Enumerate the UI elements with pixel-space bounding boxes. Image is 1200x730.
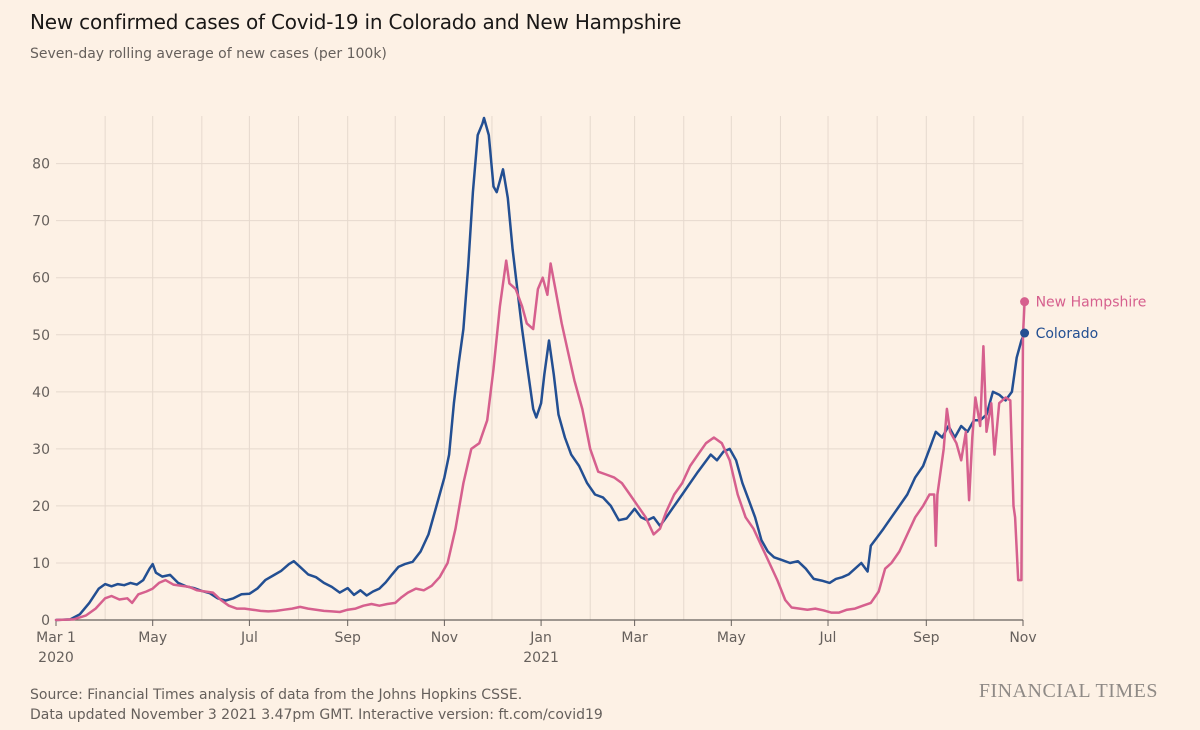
x-tick-label: Jan (529, 630, 552, 646)
new-hampshire-line (54, 259, 1026, 622)
x-tick-year-label: 2020 (38, 650, 74, 666)
y-tick-label: 60 (32, 271, 50, 287)
source-note: Source: Financial Times analysis of data… (30, 685, 603, 725)
new-hampshire-end-marker (1020, 297, 1030, 307)
y-tick-label: 70 (32, 214, 50, 230)
x-tick-label: Jul (819, 630, 837, 646)
new-hampshire-label: New Hampshire (1036, 295, 1147, 311)
x-tick-label: May (717, 630, 746, 646)
ft-logo: FINANCIAL TIMES (978, 680, 1158, 702)
vertical-gridlines (104, 116, 1024, 620)
x-tick-label: Sep (334, 630, 361, 646)
y-tick-label: 30 (32, 442, 50, 458)
y-tick-label: 20 (32, 499, 50, 515)
colorado-end-marker (1020, 328, 1030, 338)
y-tick-label: 40 (32, 385, 50, 401)
source-line-2: Data updated November 3 2021 3.47pm GMT.… (30, 707, 603, 723)
y-axis-tick-labels: 0 10 20 30 40 50 60 70 80 (32, 157, 50, 629)
series-lines (54, 116, 1026, 622)
line-chart: 0 10 20 30 40 50 60 70 80 Mar 1 2020 May Jul Sep Nov J… (32, 116, 1146, 666)
x-tick-year-label: 2021 (523, 650, 559, 666)
x-tick-label: Jul (240, 630, 258, 646)
x-tick-label: Nov (431, 630, 458, 646)
x-tick-label: Nov (1009, 630, 1036, 646)
x-tick-label: Mar (621, 630, 648, 646)
colorado-label: Colorado (1036, 326, 1099, 342)
colorado-line (54, 116, 1026, 622)
x-tick-label: Mar 1 (36, 630, 76, 646)
source-line-1: Source: Financial Times analysis of data… (30, 687, 523, 703)
chart-title: New confirmed cases of Covid-19 in Color… (30, 10, 682, 34)
chart-subtitle: Seven-day rolling average of new cases (… (30, 46, 387, 62)
x-axis-tick-labels: Mar 1 2020 May Jul Sep Nov Jan 2021 Mar May Jul Sep… (36, 620, 1037, 666)
y-tick-label: 50 (32, 328, 50, 344)
y-tick-label: 0 (41, 613, 50, 629)
x-tick-label: Sep (913, 630, 940, 646)
x-tick-label: May (138, 630, 167, 646)
y-tick-label: 80 (32, 157, 50, 173)
y-tick-label: 10 (32, 556, 50, 572)
horizontal-gridlines (56, 163, 1023, 621)
series-end-labels: Colorado New Hampshire (1020, 295, 1146, 342)
